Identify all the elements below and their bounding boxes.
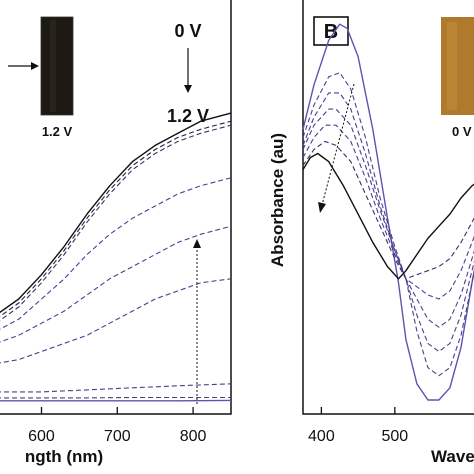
panel-b: B 0 V Absorbance (au) 400 500 Wave: [268, 0, 474, 466]
panel-a-series-line-5: [0, 225, 232, 343]
panel-a-x-tick-label: 700: [104, 428, 131, 445]
panel-a-voltage-start: 0 V: [174, 21, 201, 41]
panel-b-inset-caption: 0 V: [452, 124, 472, 139]
panel-a-x-tick-label: 800: [180, 428, 207, 445]
panel-a: 1.2 V 0 V 1.2 V 600 700 800 ngth (nm): [0, 0, 232, 466]
panel-a-series-line-1: [0, 112, 232, 314]
panel-a-voltage-arrowhead: [184, 85, 192, 93]
panel-b-plot-frame: [302, 0, 474, 415]
panel-a-series-line-3: [0, 124, 232, 322]
panel-b-trend-arrowhead: [318, 202, 326, 213]
panel-a-inset-caption: 1.2 V: [42, 124, 73, 139]
panel-b-x-axis-title: Wave: [431, 447, 474, 466]
panel-b-label-box: [313, 16, 349, 46]
panel-b-inset-photo-sheen: [447, 22, 457, 110]
panel-b-y-axis-title: Absorbance (au): [268, 133, 287, 267]
panel-a-inset-photo-sheen: [50, 20, 56, 112]
panel-b-series-line-4: [302, 108, 474, 328]
panel-b-x-tick-label: 500: [381, 428, 408, 445]
panel-a-series-line-7: [0, 383, 232, 393]
panel-b-series-line-7: [302, 152, 474, 280]
panel-a-voltage-end: 1.2 V: [167, 106, 209, 126]
panel-a-x-axis-title: ngth (nm): [25, 447, 103, 466]
panel-b-label: B: [324, 21, 338, 43]
panel-b-series-line-5: [302, 124, 474, 300]
panel-a-series-group: [0, 112, 232, 402]
panel-b-x-tick-label: 400: [308, 428, 335, 445]
panel-a-series-line-2: [0, 120, 232, 318]
panel-a-x-ticks: 600 700 800: [28, 407, 207, 445]
panel-a-trend-arrowhead: [193, 239, 201, 248]
panel-b-series-group: [302, 23, 474, 401]
panel-b-trend-arrow: [321, 83, 355, 206]
panel-a-series-line-4: [0, 177, 232, 330]
panel-a-series-line-6: [0, 278, 232, 364]
panel-b-inset-photo: [441, 17, 474, 115]
panel-b-x-ticks: 400 500: [308, 407, 408, 445]
panel-a-plot-frame: [0, 0, 232, 415]
panel-a-x-tick-label: 600: [28, 428, 55, 445]
panel-b-series-line-1: [302, 23, 474, 401]
panel-a-inset-photo: [40, 16, 74, 116]
panel-a-photo-arrowhead: [31, 62, 39, 70]
panel-b-series-line-6: [302, 140, 474, 280]
